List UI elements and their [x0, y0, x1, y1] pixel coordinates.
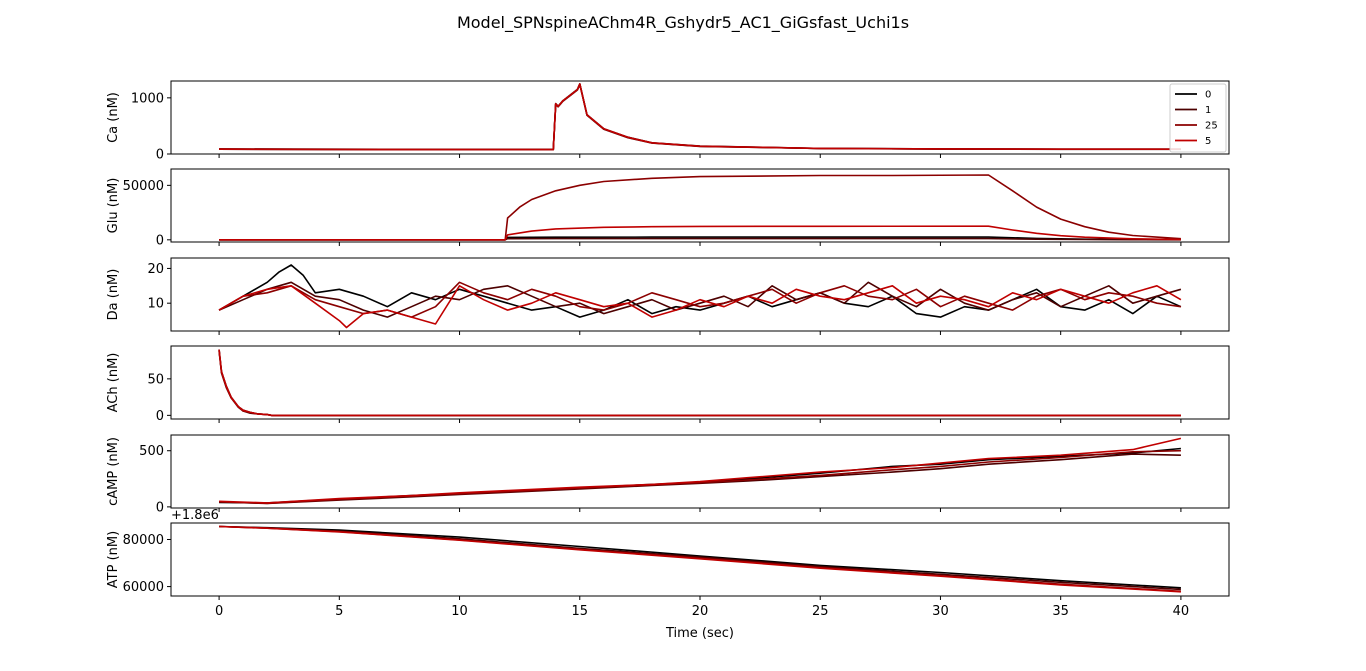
legend-label-5: 5: [1205, 136, 1211, 147]
x-tick-label: 0: [215, 604, 223, 619]
series-line-5: [219, 437, 1182, 504]
y-tick-label: 10: [147, 297, 164, 312]
y-axis-label: ACh (nM): [106, 353, 121, 413]
y-axis-label: Da (nM): [106, 269, 121, 321]
y-offset-label: +1.8e6: [171, 508, 219, 523]
x-tick-label: 30: [932, 604, 949, 619]
y-axis-label: Ca (nM): [106, 92, 121, 143]
legend-label-25: 25: [1205, 121, 1218, 132]
y-tick-label: 50: [147, 372, 164, 387]
legend: 0 1 25 5: [1169, 83, 1227, 153]
series-line-0: [219, 83, 1181, 151]
series-line-1: [218, 281, 1182, 318]
legend-label-1: 1: [1205, 105, 1211, 116]
y-axis-label: cAMP (nM): [106, 437, 121, 506]
series-line-1: [219, 453, 1181, 505]
x-tick-label: 15: [571, 604, 588, 619]
legend-label-0: 0: [1205, 90, 1211, 101]
series-line-5: [218, 349, 1181, 417]
y-tick-label: 0: [156, 500, 164, 515]
series-line-5: [219, 525, 1181, 593]
series-line-25: [219, 449, 1181, 505]
series-line-25: [219, 83, 1181, 151]
y-axis-label: ATP (nM): [106, 531, 121, 588]
y-tick-label: 0: [156, 148, 164, 163]
subplot-5: 0 500 cAMP (nM): [106, 434, 1230, 515]
series-line-25: [218, 350, 1181, 417]
y-tick-label: 1000: [131, 91, 164, 106]
y-tick-label: 20: [147, 262, 164, 277]
axes-frame: [170, 257, 1230, 332]
series-line-5: [219, 225, 1181, 241]
x-tick-label: 20: [692, 604, 709, 619]
legend-frame: [1169, 83, 1227, 153]
subplot-1: 0 1000 Ca (nM): [106, 80, 1230, 163]
axes-frame: [170, 80, 1230, 155]
y-tick-label: 0: [156, 409, 164, 424]
series-line-1: [219, 83, 1181, 151]
y-axis-label: Glu (nM): [106, 178, 121, 234]
subplot-4: 0 50 ACh (nM): [106, 345, 1230, 424]
figure-title: Model_SPNspineAChm4R_Gshydr5_AC1_GiGsfas…: [457, 13, 909, 33]
series-line-5: [219, 83, 1181, 151]
x-tick-label: 35: [1052, 604, 1069, 619]
y-tick-label: 0: [156, 233, 164, 248]
x-tick-label: 40: [1173, 604, 1190, 619]
y-tick-label: 500: [139, 444, 164, 459]
series-line-1: [218, 351, 1181, 417]
x-tick-label: 25: [812, 604, 829, 619]
y-tick-label: 60000: [123, 580, 164, 595]
x-axis-label: Time (sec): [665, 626, 734, 641]
x-tick-label: 5: [335, 604, 343, 619]
y-tick-label: 80000: [123, 533, 164, 548]
series-line-25: [219, 174, 1181, 241]
axes-frame: [170, 168, 1230, 243]
series-line-0: [218, 349, 1181, 417]
series-line-5: [218, 284, 1182, 329]
x-tick-label: 10: [451, 604, 468, 619]
axes-frame: [170, 345, 1230, 420]
axes-frame: [170, 434, 1230, 509]
series-line-1: [219, 237, 1181, 241]
subplot-3: 10 20 Da (nM): [106, 257, 1230, 335]
y-tick-label: 50000: [123, 179, 164, 194]
